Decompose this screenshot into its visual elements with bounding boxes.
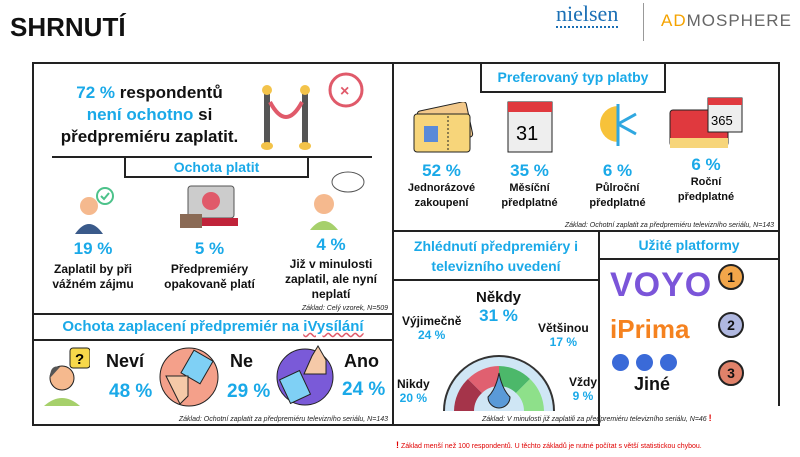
footnote-text: Základ menší než 100 respondentů. U těch… [399,443,702,450]
ivysilani-header: Ochota zaplacení předpremiér na iVysílán… [32,313,394,341]
label: Již v minulosti zaplatil, ale nyní nepla… [284,257,378,301]
label: Nikdy [397,377,430,391]
label: Roční předplatné [677,176,735,203]
base-note: Základ: Celý vzorek, N=509 [301,305,388,312]
medal-1-icon: 1 [718,264,744,290]
pct: 19 % [73,239,113,258]
base-note: Základ: Ochotní zaplatit za předpremiéru… [564,222,774,229]
old-man-icon [310,171,365,230]
gauge-label: Vždy 9 % [569,375,597,403]
payment-item: 31 35 % Měsíční předplatné [482,96,577,211]
pct: 35 % [510,161,549,180]
calendar-number: 365 [711,113,733,128]
ivysilani-word: iVysílání [303,318,364,335]
gauge-label: Nikdy 20 % [397,377,430,405]
medal-3-icon: 3 [718,360,744,386]
headline-text: respondentů [115,83,223,102]
headline-pct: 72 % [76,83,116,102]
answer-label: Ano [344,351,379,371]
iprima-logo: iPrima [610,314,690,344]
answer-pct: 24 % [342,379,386,400]
headline-highlight: není ochotno [86,105,194,124]
pct: 5 % [194,239,225,258]
headline-text: si [193,105,213,124]
viewing-header: Zhlédnutí předpremiéry i televizního uve… [392,230,600,281]
label: Jednorázové zakoupení [407,182,476,209]
label: Někdy [476,289,522,306]
willingness-panel: 72 % respondentů není ochotno si předpre… [32,62,394,315]
label: Předpremiéry opakovaně platí [164,262,255,291]
admosphere-logo: ADMOSPHERE [661,11,792,31]
pct: 31 % [479,306,518,325]
label: Zaplatil by při vážném zájmu [52,262,134,291]
gauge-label: Někdy 31 % [476,289,521,326]
warning-mark: ! [708,413,712,423]
base-note: Základ: Ochotní zaplatit za předpremiéru… [178,416,388,423]
headline-text: předpremiéru zaplatit. [60,127,239,146]
footnote: ! Základ menší než 100 respondentů. U tě… [396,440,702,450]
answer-pct: 48 % [109,381,153,402]
logo-divider [643,3,644,41]
gauge-label: Většinou 17 % [538,321,589,349]
label: Měsíční předplatné [501,182,558,209]
label: Většinou [538,321,589,335]
calendar-icon: 31 [507,101,552,153]
answer-label: Ne [230,351,254,371]
thumbs-up-icon [276,345,334,406]
pct: 6 % [602,161,633,180]
base-text: Základ: V minulosti již zaplatili za pře… [482,416,707,423]
pct: 17 % [549,335,578,349]
headline: 72 % respondentů není ochotno si předpre… [42,82,257,148]
willingness-item: 19 % Zaplatil by při vážném zájmu [38,184,148,295]
svg-text:?: ? [75,351,84,368]
voyo-logo: VOYO [610,266,713,304]
other-dots-icon [612,354,677,376]
answer-label: Neví [106,351,145,371]
header-text: Ochota zaplacení předpremiér na [62,318,304,335]
label: Výjimečně [402,314,462,328]
payment-item: 365 6 % Roční předplatné [656,94,756,205]
platforms-panel: VOYO iPrima Jiné 1 2 3 [598,258,780,406]
pct: 4 % [316,235,346,254]
willingness-item: 5 % Předpremiéry opakovaně platí [152,184,267,295]
payment-item: 52 % Jednorázové zakoupení [394,101,489,211]
gauge-icon [443,355,555,412]
label: Vždy [569,375,598,389]
ticket-icon [413,101,473,153]
logo-mosphere: MOSPHERE [686,11,792,30]
ivysilani-panel: ? Neví 48 % Ne 29 % Ano 24 % Základ: Och… [32,339,394,426]
svg-text:×: × [340,83,349,100]
nielsen-logo: nielsen [556,1,619,28]
label: Půlroční předplatné [589,182,646,209]
pct: 6 % [691,155,721,174]
calendar-365-icon: 365 [669,97,743,148]
medal-2-icon: 2 [718,312,744,338]
pct: 52 % [422,161,461,180]
person-check-icon [75,187,114,234]
pct: 20 % [399,391,428,405]
calendar-number: 31 [516,123,538,145]
base-note: Základ: V minulosti již zaplatili za pře… [482,413,800,423]
sun-snowflake-icon [599,104,637,146]
warning-mark: ! [396,440,399,450]
payment-item: 6 % Půlroční předplatné [570,96,665,211]
pct: 9 % [572,389,594,403]
rope-barrier-icon: × [261,72,364,150]
thumbs-down-icon [159,347,219,407]
payment-panel: Preferovaný typ platby 52 % Jednorázové … [392,62,780,232]
platforms-header: Užité platformy [598,230,780,260]
answer-pct: 29 % [227,381,271,402]
payment-header: Preferovaný typ platby [480,62,666,93]
page-title: SHRNUTÍ [10,12,126,42]
willingness-header: Ochota platit [124,156,309,178]
viewing-panel: Výjimečně 24 % Někdy 31 % Většinou 17 % Nik… [392,279,712,426]
confused-person-icon: ? [44,347,90,406]
logo-ad: AD [661,11,687,30]
gauge-label: Výjimečně 24 % [402,314,461,342]
pct: 24 % [418,328,446,342]
willingness-item: 4 % Již v minulosti zaplatil, ale nyní n… [271,168,391,304]
other-label: Jiné [634,374,671,394]
wallet-ticket-icon [179,185,238,228]
